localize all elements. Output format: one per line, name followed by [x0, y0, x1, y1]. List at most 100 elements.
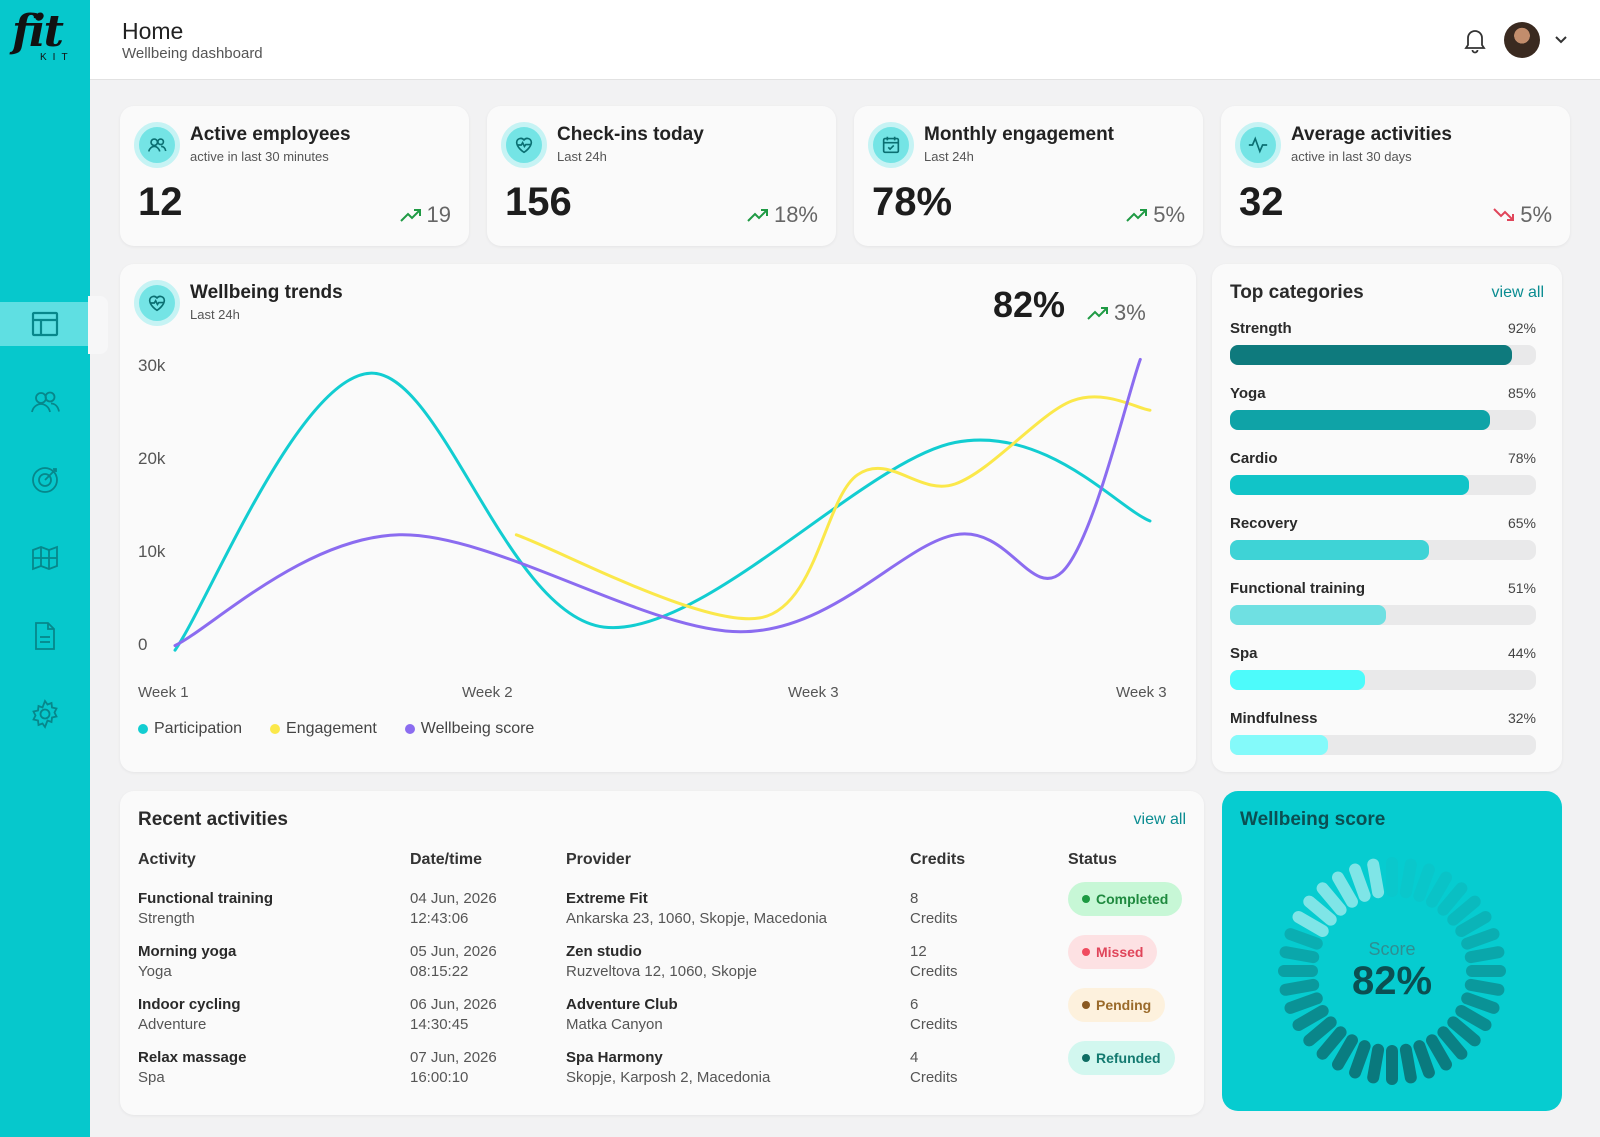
column-header-status: Status — [1068, 851, 1117, 868]
status-badge: Missed — [1068, 935, 1158, 969]
activity-name: Relax massage — [138, 1049, 247, 1066]
category-bar-fill — [1230, 735, 1328, 755]
gauge-segment — [1447, 1016, 1481, 1047]
gauge-segment — [1349, 1040, 1371, 1079]
category-bar-track — [1230, 345, 1536, 365]
provider-address: Ankarska 23, 1060, Skopje, Macedonia — [566, 910, 827, 927]
wellbeing-trends-card: Wellbeing trends Last 24h 82% 3% 30k 20k… — [120, 264, 1196, 772]
chart-subtitle: Last 24h — [190, 307, 240, 322]
gear-icon — [32, 699, 58, 729]
category-name: Spa — [1230, 645, 1258, 662]
chart-delta: 3% — [1086, 300, 1146, 326]
credits-label: Credits — [910, 1016, 958, 1033]
sidebar-item-goals[interactable] — [0, 458, 90, 502]
x-tick-label: Week 1 — [138, 684, 189, 701]
calendar-check-icon — [868, 122, 914, 168]
gauge-segment — [1349, 863, 1371, 902]
stat-delta: 5% — [1492, 202, 1552, 228]
category-name: Strength — [1230, 320, 1292, 337]
legend-item-participation[interactable]: Participation — [138, 720, 242, 738]
category-value: 51% — [1507, 580, 1536, 596]
gauge-segment — [1464, 978, 1505, 996]
score-gauge — [1278, 857, 1506, 1085]
legend-label: Wellbeing score — [420, 720, 535, 737]
stat-title: Average activities — [1291, 124, 1452, 145]
category-name: Mindfulness — [1230, 710, 1318, 727]
status-badge: Refunded — [1068, 1041, 1175, 1075]
logo[interactable]: fit KIT — [10, 10, 82, 68]
logo-sub: KIT — [40, 52, 74, 63]
gauge-segment — [1292, 911, 1329, 937]
sidebar-item-map[interactable] — [0, 536, 90, 580]
legend-label: Engagement — [286, 720, 377, 737]
trend-up-icon — [1087, 307, 1108, 320]
category-bar-track — [1230, 605, 1536, 625]
top-bar: Home Wellbeing dashboard — [90, 0, 1600, 80]
category-value: 32% — [1507, 710, 1536, 726]
score-title: Wellbeing score — [1240, 809, 1386, 830]
avatar[interactable] — [1504, 22, 1540, 58]
stat-value: 156 — [505, 180, 572, 224]
gauge-segment — [1303, 895, 1337, 926]
sidebar-item-people[interactable] — [0, 380, 90, 424]
legend-item-engagement[interactable]: Engagement — [270, 720, 377, 738]
stat-card-active-employees: Active employees active in last 30 minut… — [120, 106, 469, 246]
stat-value: 78% — [872, 180, 953, 224]
activity-type: Yoga — [138, 963, 172, 980]
gauge-segment — [1367, 858, 1385, 899]
stat-subtitle: active in last 30 minutes — [190, 149, 329, 164]
status-badge: Completed — [1068, 882, 1183, 916]
stat-card-check-ins: Check-ins today Last 24h 156 18% — [487, 106, 836, 246]
map-icon — [32, 545, 58, 571]
stat-delta: 19 — [399, 202, 451, 228]
stat-title: Active employees — [190, 124, 351, 145]
chart-title: Wellbeing trends — [190, 282, 343, 303]
sidebar-item-settings[interactable] — [0, 692, 90, 736]
stat-subtitle: Last 24h — [924, 149, 974, 164]
gauge-segment — [1413, 1040, 1435, 1079]
status-label: Missed — [1096, 944, 1144, 960]
series-line-participation[interactable] — [173, 371, 1152, 652]
gauge-segment — [1332, 1034, 1358, 1071]
chevron-down-icon[interactable] — [1554, 32, 1568, 46]
gauge-segment — [1461, 992, 1500, 1014]
gauge-segment — [1399, 1043, 1417, 1084]
gauge-segment — [1455, 1005, 1492, 1031]
bell-icon[interactable] — [1462, 26, 1488, 54]
x-tick-label: Week 3 — [788, 684, 839, 701]
activity-name: Indoor cycling — [138, 996, 241, 1013]
series-line-wellbeing-score[interactable] — [173, 357, 1142, 648]
gauge-segment — [1279, 946, 1320, 964]
status-label: Pending — [1096, 997, 1152, 1013]
category-bar-fill — [1230, 410, 1491, 430]
legend-item-wellbeing-score[interactable]: Wellbeing score — [404, 720, 535, 738]
category-bar-track — [1230, 475, 1536, 495]
column-header-provider: Provider — [566, 851, 631, 868]
recent-activities-card: Recent activities view all Activity Date… — [120, 791, 1204, 1115]
stat-title: Check-ins today — [557, 124, 704, 145]
provider-address: Ruzveltova 12, 1060, Skopje — [566, 963, 757, 980]
provider-name: Zen studio — [566, 943, 642, 960]
categories-view-all-link[interactable]: view all — [1491, 284, 1544, 301]
page-subtitle: Wellbeing dashboard — [122, 45, 263, 62]
sidebar-item-reports[interactable] — [0, 614, 90, 658]
sidebar-item-dashboard[interactable] — [0, 302, 92, 346]
category-bar-track — [1230, 540, 1536, 560]
activities-view-all-link[interactable]: view all — [1133, 811, 1186, 828]
layout-icon — [31, 311, 58, 337]
provider-address: Skopje, Karposh 2, Macedonia — [566, 1069, 771, 1086]
gauge-segment — [1284, 992, 1323, 1014]
legend-dot — [270, 724, 281, 734]
category-bar-fill — [1230, 540, 1429, 560]
legend-dot — [404, 724, 415, 734]
series-line-engagement[interactable] — [514, 395, 1152, 621]
gauge-segment — [1399, 858, 1417, 899]
sidebar: fit KIT — [0, 0, 92, 1137]
category-name: Functional training — [1230, 580, 1365, 597]
status-badge: Pending — [1068, 988, 1166, 1022]
stat-value: 32 — [1239, 180, 1284, 224]
trend-up-icon — [747, 209, 768, 222]
document-icon — [35, 622, 55, 650]
provider-name: Extreme Fit — [566, 890, 648, 907]
stat-delta: 18% — [746, 202, 818, 228]
